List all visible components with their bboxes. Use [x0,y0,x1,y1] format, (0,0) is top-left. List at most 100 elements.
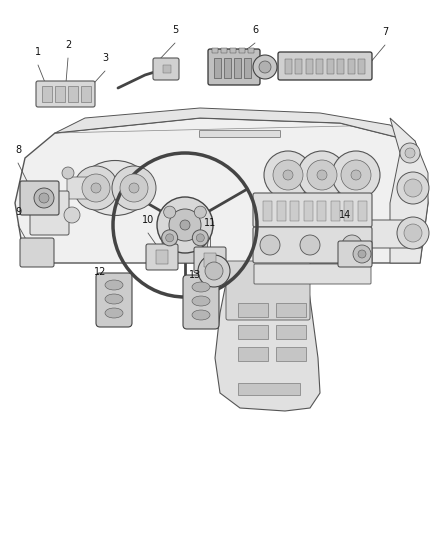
Circle shape [91,183,101,193]
Bar [263,201,272,221]
Circle shape [298,151,346,199]
Bar [81,86,91,102]
Bar [221,48,227,53]
Bar [316,59,323,74]
Circle shape [259,61,271,73]
Text: 5: 5 [172,25,178,35]
Bar [163,65,171,73]
Text: 9: 9 [15,207,21,217]
Bar [304,201,313,221]
Bar [214,58,221,78]
FancyBboxPatch shape [183,275,219,329]
Circle shape [341,160,371,190]
Circle shape [120,174,148,202]
Circle shape [157,197,213,253]
Bar [276,347,306,361]
FancyBboxPatch shape [278,52,372,80]
Bar [248,48,254,53]
Circle shape [260,235,280,255]
FancyBboxPatch shape [20,181,59,215]
Bar [238,303,268,317]
Circle shape [404,179,422,197]
FancyBboxPatch shape [153,58,179,80]
FancyBboxPatch shape [208,49,260,85]
Text: 3: 3 [102,53,108,63]
Circle shape [404,224,422,242]
Circle shape [62,167,74,179]
Text: 6: 6 [252,25,258,35]
FancyBboxPatch shape [67,177,91,199]
Circle shape [198,255,230,287]
Circle shape [358,250,366,258]
Text: 10: 10 [142,215,154,225]
Bar [204,253,216,267]
Circle shape [397,172,429,204]
FancyBboxPatch shape [96,273,132,327]
Polygon shape [390,118,428,263]
Circle shape [397,217,429,249]
Ellipse shape [192,310,210,320]
Bar [276,325,306,339]
Ellipse shape [105,280,123,290]
FancyBboxPatch shape [36,81,95,107]
Circle shape [64,207,80,223]
Circle shape [405,148,415,158]
Bar [358,201,367,221]
Circle shape [353,245,371,263]
Bar [327,59,334,74]
Circle shape [332,151,380,199]
Circle shape [34,188,54,208]
Ellipse shape [105,294,123,304]
Circle shape [112,166,156,210]
Text: 1: 1 [35,47,41,57]
Text: 12: 12 [94,267,106,277]
Bar [276,201,286,221]
Bar [224,58,231,78]
Bar [290,201,299,221]
Bar [212,48,218,53]
Polygon shape [160,228,210,263]
Bar [317,201,326,221]
Bar [238,325,268,339]
FancyBboxPatch shape [226,261,310,320]
FancyBboxPatch shape [338,241,372,267]
FancyBboxPatch shape [357,220,423,248]
Bar [285,59,292,74]
FancyBboxPatch shape [30,191,69,235]
Ellipse shape [105,308,123,318]
Circle shape [253,55,277,79]
Text: 14: 14 [339,210,351,220]
Circle shape [400,143,420,163]
FancyBboxPatch shape [199,131,280,138]
Circle shape [192,230,208,246]
Circle shape [351,170,361,180]
Bar [348,59,355,74]
Circle shape [164,206,176,218]
Text: 7: 7 [382,27,388,37]
Bar [276,303,306,317]
Bar [238,347,268,361]
Bar [42,86,52,102]
Bar [358,59,365,74]
Circle shape [194,206,206,218]
Circle shape [264,151,312,199]
Circle shape [342,235,362,255]
Circle shape [39,193,49,203]
Bar [295,59,302,74]
Bar [55,86,65,102]
Text: 13: 13 [189,270,201,280]
Circle shape [166,234,174,242]
Circle shape [307,160,337,190]
FancyBboxPatch shape [194,247,226,273]
Bar [230,48,236,53]
Circle shape [74,166,118,210]
Circle shape [129,183,139,193]
Circle shape [162,230,178,246]
Bar [234,58,241,78]
Bar [244,58,251,78]
Circle shape [82,174,110,202]
Polygon shape [215,263,320,411]
FancyBboxPatch shape [253,227,372,263]
FancyBboxPatch shape [146,244,178,270]
FancyBboxPatch shape [20,238,54,267]
